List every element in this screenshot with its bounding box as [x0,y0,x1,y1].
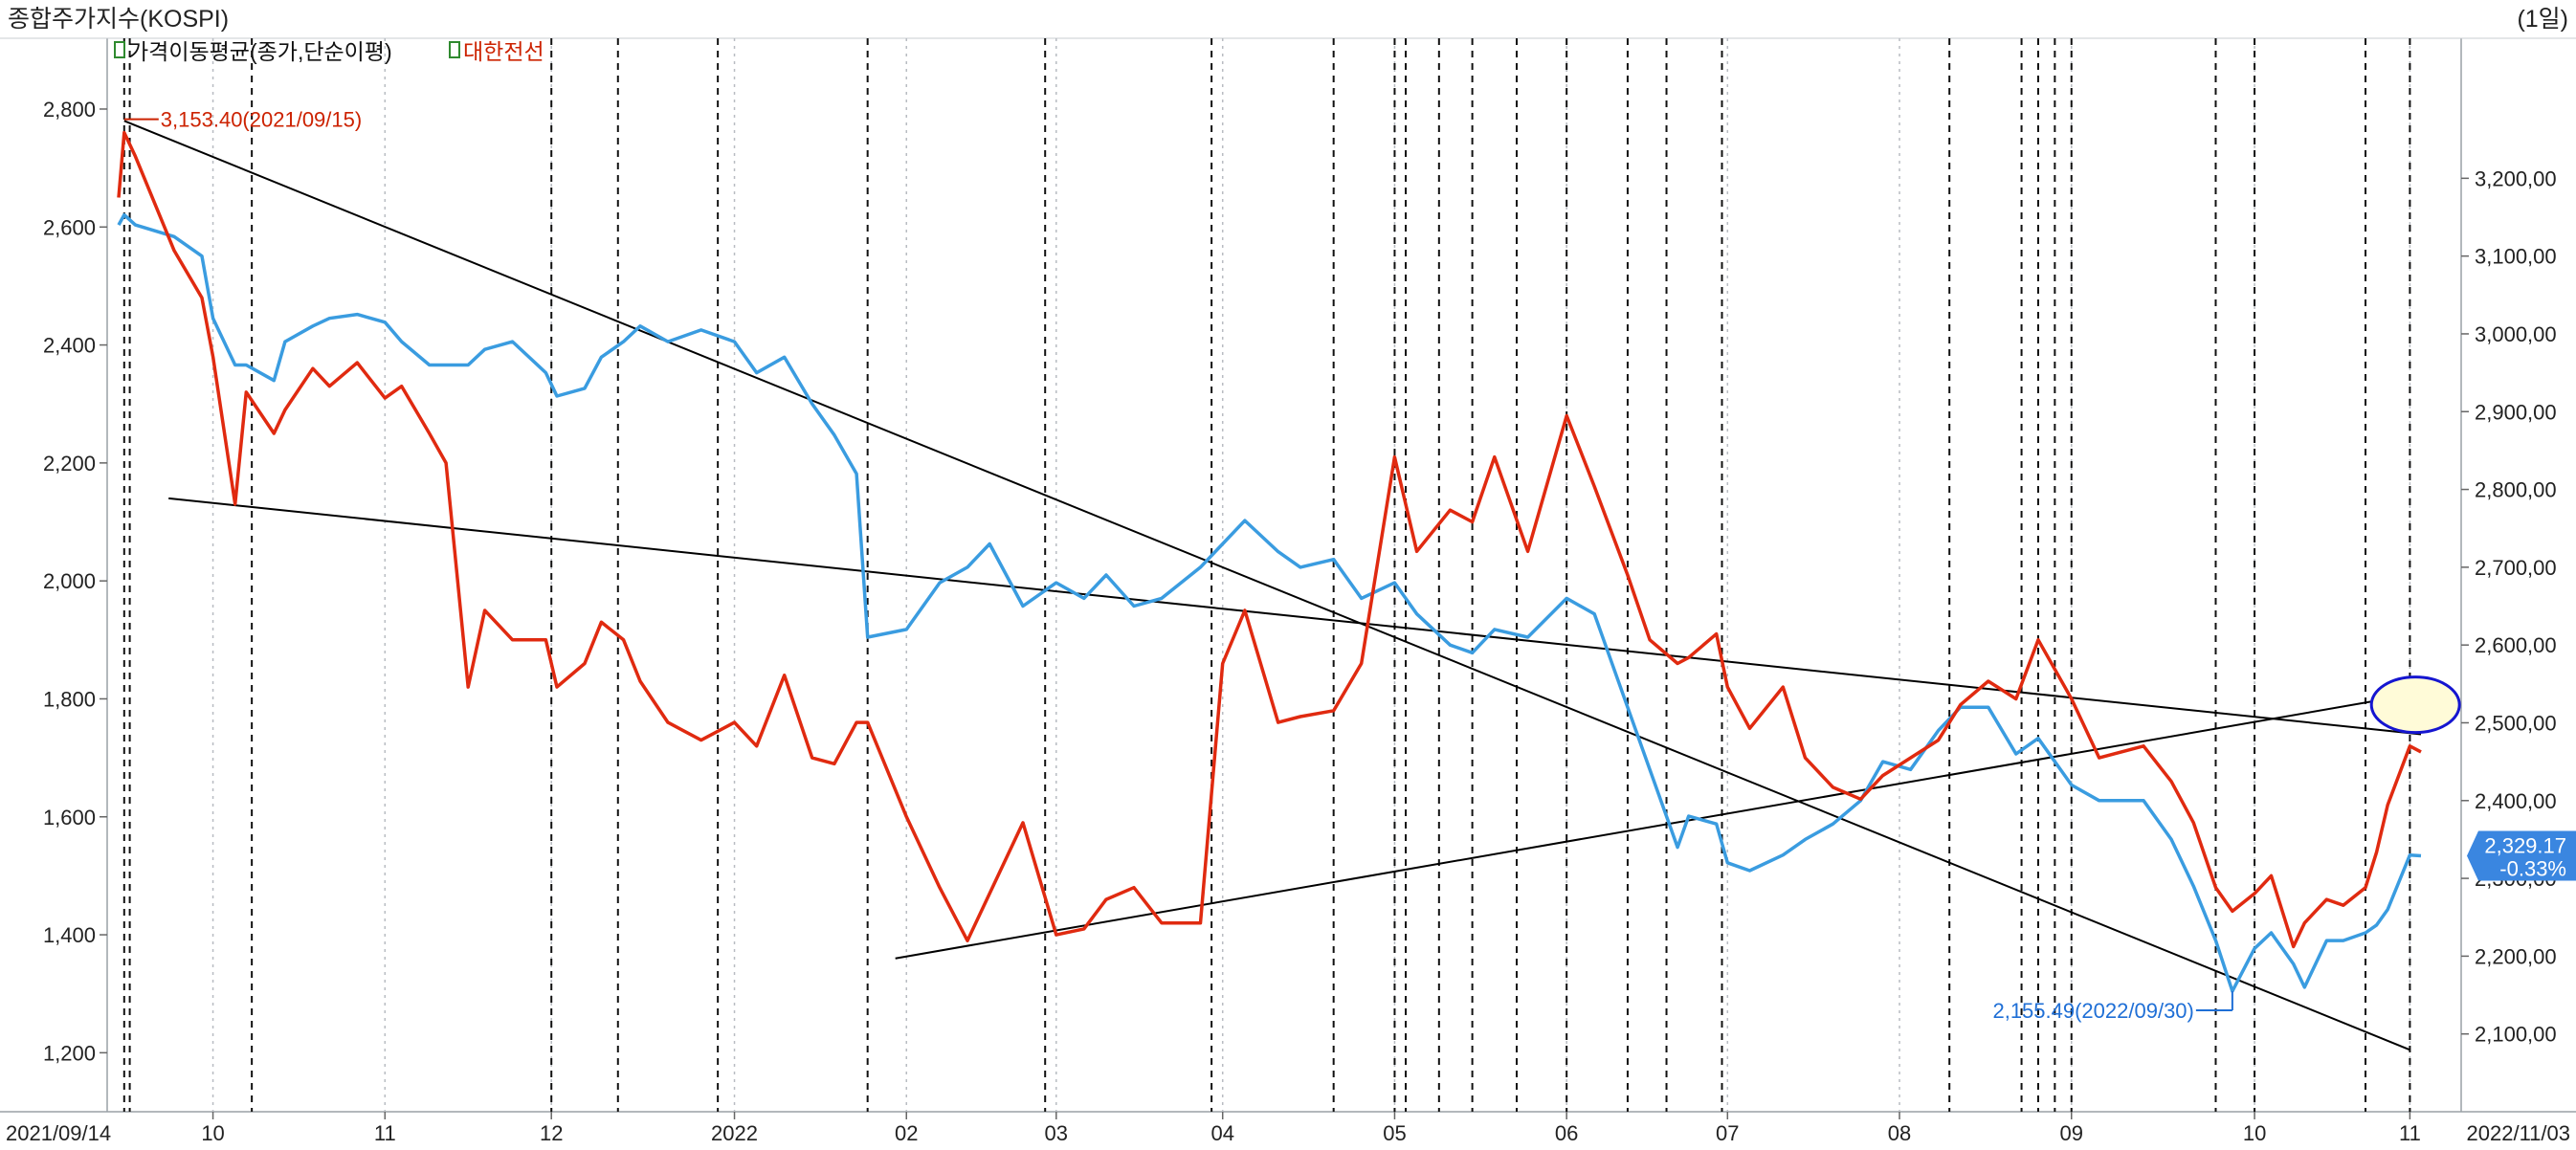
left-tick-label-2: 1,600 [43,806,96,829]
trend-lines [123,120,2422,1051]
x-tick-label-12: 10 [2243,1121,2266,1145]
left-tick-label-5: 2,200 [43,452,96,475]
high-label: 3,153.40(2021/09/15) [161,108,362,132]
trend-line-0 [123,120,2410,1051]
left-tick-label-8: 2,800 [43,98,96,122]
series-lines [117,130,2422,993]
x-tick-label-11: 09 [2060,1121,2083,1145]
right-tick-label-7: 2,800,00 [2475,478,2557,502]
x-tick-label-5: 03 [1045,1121,1068,1145]
legend-swatch-1 [114,41,125,58]
left-tick-label-3: 1,800 [43,687,96,711]
right-tick-label-8: 2,900,00 [2475,400,2557,424]
right-tick-label-4: 2,500,00 [2475,711,2557,735]
left-tick-label-4: 2,000 [43,569,96,593]
left-tick-label-0: 1,200 [43,1041,96,1065]
x-tick-label-0: 10 [201,1121,224,1145]
x-tick-label-3: 2022 [711,1121,758,1145]
legend-item-ma: 가격이동평균(종가,단순이평) [128,39,392,64]
right-tick-label-3: 2,400,00 [2475,789,2557,813]
legend-swatch-2 [449,41,460,58]
legend: 가격이동평균(종가,단순이평) 대한전선 [114,39,544,64]
right-tick-label-1: 2,200,00 [2475,944,2557,968]
right-tick-label-5: 2,600,00 [2475,633,2557,657]
last-change: -0.33% [2499,857,2566,881]
x-tick-label-9: 07 [1716,1121,1739,1145]
period-label: (1일) [2517,6,2568,33]
low-label: 2,155.49(2022/09/30) [1992,999,2193,1023]
x-start-label: 2021/09/14 [6,1121,111,1145]
x-tick-label-10: 08 [1888,1121,1911,1145]
x-tick-label-6: 04 [1210,1121,1233,1145]
plot-area [107,38,2461,1112]
x-tick-label-8: 06 [1555,1121,1578,1145]
last-price-badge: 2,329.17 -0.33% [2467,830,2576,881]
right-tick-label-11: 3,200,00 [2475,166,2557,190]
right-tick-label-10: 3,100,00 [2475,245,2557,269]
trend-line-2 [895,692,2422,960]
series-line-kospi [117,212,2422,993]
highlight-ellipse [2369,675,2461,735]
series-line-stock [117,130,2422,949]
legend-item-stock: 대한전선 [463,39,544,64]
right-tick-label-0: 2,100,00 [2475,1023,2557,1047]
x-axis: 10 11 12 2022 02 03 04 05 06 07 08 09 10 11 [201,1112,2421,1145]
left-tick-label-7: 2,600 [43,215,96,239]
x-tick-label-7: 05 [1383,1121,1406,1145]
right-axis: 2,100,002,200,002,300,002,400,002,500,00… [2461,166,2557,1047]
right-tick-label-9: 3,000,00 [2475,322,2557,346]
x-tick-label-2: 12 [540,1121,563,1145]
x-tick-label-1: 11 [374,1121,396,1145]
right-tick-label-6: 2,700,00 [2475,556,2557,580]
x-tick-label-13: 11 [2399,1121,2421,1145]
last-price: 2,329.17 [2484,834,2566,858]
left-tick-label-1: 1,400 [43,923,96,947]
left-axis: 1,200 1,400 1,600 1,800 2,000 2,200 2,400 2,600… [43,98,107,1065]
x-end-label: 2022/11/03 [2467,1121,2570,1145]
trend-line-1 [168,497,2422,736]
left-tick-label-6: 2,400 [43,334,96,358]
chart-title: 종합주가지수(KOSPI) [8,6,229,33]
last-price-badge-shape [2467,830,2576,881]
x-tick-label-4: 02 [895,1121,918,1145]
annotations: 3,153.40(2021/09/15) 2,155.49(2022/09/30… [123,108,2461,1023]
